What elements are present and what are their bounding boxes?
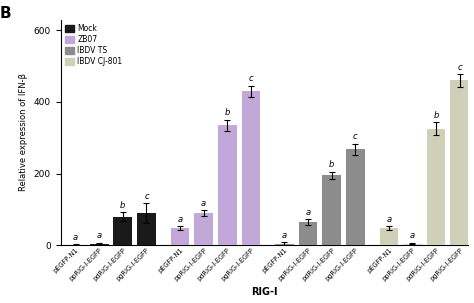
- Text: a: a: [177, 215, 182, 224]
- Bar: [346, 149, 365, 245]
- Text: a: a: [97, 231, 102, 240]
- Bar: [242, 91, 260, 245]
- Text: c: c: [248, 74, 253, 83]
- Text: a: a: [386, 215, 392, 224]
- Bar: [403, 244, 422, 245]
- Bar: [113, 217, 132, 245]
- Y-axis label: Relative expression of IFN-β: Relative expression of IFN-β: [19, 73, 28, 191]
- Text: b: b: [329, 160, 334, 169]
- Text: a: a: [73, 233, 78, 242]
- Bar: [380, 228, 398, 245]
- Bar: [137, 213, 156, 245]
- Bar: [322, 175, 341, 245]
- Text: b: b: [120, 201, 126, 210]
- Text: b: b: [225, 108, 230, 117]
- Bar: [275, 244, 294, 245]
- Text: c: c: [144, 191, 149, 201]
- Text: a: a: [306, 208, 310, 217]
- Text: a: a: [201, 199, 206, 208]
- Bar: [90, 244, 109, 245]
- Bar: [299, 222, 318, 245]
- Text: a: a: [410, 231, 415, 240]
- Text: c: c: [353, 132, 357, 142]
- Bar: [427, 129, 446, 245]
- Text: c: c: [457, 62, 462, 72]
- Bar: [218, 125, 237, 245]
- X-axis label: RIG-I: RIG-I: [251, 288, 278, 298]
- Bar: [171, 228, 189, 245]
- Bar: [194, 213, 213, 245]
- Legend: Mock, ZB07, IBDV TS, IBDV CJ-801: Mock, ZB07, IBDV TS, IBDV CJ-801: [62, 21, 126, 69]
- Text: B: B: [0, 6, 11, 21]
- Bar: [450, 81, 469, 245]
- Text: b: b: [433, 111, 439, 120]
- Text: a: a: [282, 231, 287, 240]
